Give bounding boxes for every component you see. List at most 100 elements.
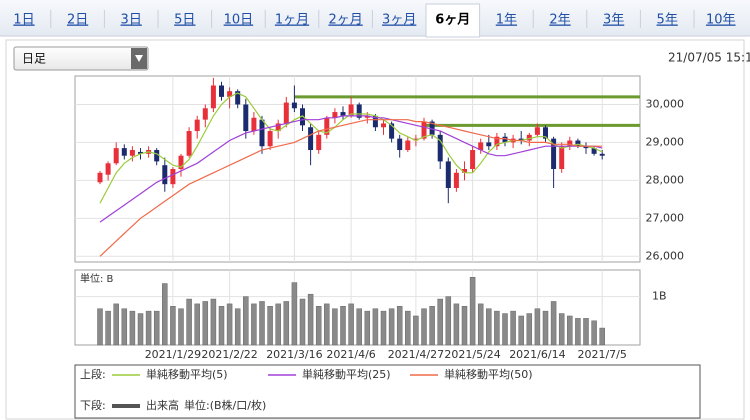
legend-entry: 単純移動平均(50) [444,367,533,381]
volume-bar [145,310,152,346]
candle-body [243,104,249,132]
y-tick-label: 1B [652,290,667,303]
volume-bar [153,310,160,346]
volume-bar [332,308,338,346]
candle-body [389,123,395,139]
candle-body [300,108,305,126]
ma-line [99,115,603,223]
tab[interactable]: 10日 [224,13,254,28]
legend-entry: 単純移動平均(25) [302,367,391,381]
tab[interactable]: 3ヶ月 [382,13,416,28]
tab[interactable]: 2日 [67,13,88,28]
volume-bar [97,308,103,346]
candle-body [470,150,476,169]
volume-bar [267,306,273,346]
volume-bar [291,282,298,346]
volume-bar [121,308,128,346]
tab[interactable]: 1年 [496,13,517,28]
candle-body [316,134,322,151]
volume-bar [575,318,581,346]
x-tick-label: 2021/5/24 [444,348,500,361]
volume-bar [324,303,330,346]
volume-bar [510,310,516,346]
volume-bar [283,301,290,346]
tab[interactable]: 1日 [13,13,34,28]
candle-body [486,142,492,147]
volume-bar [372,308,379,346]
candle-body [186,131,192,156]
candle-body [138,151,143,154]
volume-bar [567,315,573,346]
candle-body [356,104,362,118]
y-tick-label: 30,000 [646,97,685,110]
legend-box [74,364,701,419]
candle-body [559,146,565,169]
volume-bar [299,298,306,346]
volume-bar [550,301,557,346]
volume-bar [494,310,500,346]
tab[interactable]: 2年 [549,13,570,28]
volume-bar [259,301,265,346]
y-tick-label: 28,000 [646,173,685,186]
volume-bar [210,298,217,346]
candle-body [162,165,168,185]
volume-bar [218,306,225,346]
volume-bar [105,310,111,346]
volume-bar [477,303,484,346]
y-tick-label: 29,000 [646,135,685,148]
candle-body [170,169,176,185]
candle-body [219,85,224,97]
candle-body [372,115,378,128]
tab-selected-bg [425,3,481,38]
unit-label: 単位: B [80,272,114,285]
volume-bar [388,308,395,346]
volume-bar [453,303,460,346]
candle-body [543,127,548,139]
volume-bar [526,313,533,346]
timestamp: 21/07/05 15:1 [668,51,750,65]
volume-bar [591,320,597,346]
select-box[interactable]: 日足 [13,46,149,71]
candle-body [291,102,297,109]
tab[interactable]: 5年 [657,13,678,28]
legend-label: 下段: [80,398,106,412]
select-arrow [135,55,143,62]
tab[interactable]: 3日 [121,13,142,28]
volume-bar [380,310,387,346]
volume-bar [170,306,176,346]
candle-body [437,134,443,162]
tab[interactable]: 10年 [706,13,736,28]
volume-bar [413,315,419,346]
volume-bar [251,303,257,346]
volume-bar [421,308,427,346]
volume-bar [599,327,605,346]
candle-body [324,117,330,135]
tab[interactable]: 5日 [174,13,195,28]
volume-bar [445,296,452,346]
tab[interactable]: 1ヶ月 [275,13,309,28]
candle-body [445,161,451,188]
tab[interactable]: 3年 [603,13,624,28]
tab[interactable]: 2ヶ月 [328,13,362,28]
volume-bar [348,303,354,346]
volume-bar [518,315,524,346]
volume-bar [364,310,371,346]
select-field[interactable] [13,46,149,71]
candle-body [154,150,160,162]
tab[interactable]: 6ヶ月 [435,13,470,28]
volume-bar [275,303,281,346]
candle-body [227,91,233,97]
legend-entry: 単純移動平均(5) [146,367,228,381]
candle-body [567,140,573,147]
candle-body [413,138,419,141]
candle-body [202,108,208,120]
volume-bar [502,313,508,346]
x-tick-label: 2021/4/6 [326,348,375,361]
volume-bar [486,308,492,346]
select-text[interactable]: 日足 [22,52,46,66]
candle-body [381,123,386,128]
candle-body [364,115,370,118]
candle-body [502,136,508,143]
